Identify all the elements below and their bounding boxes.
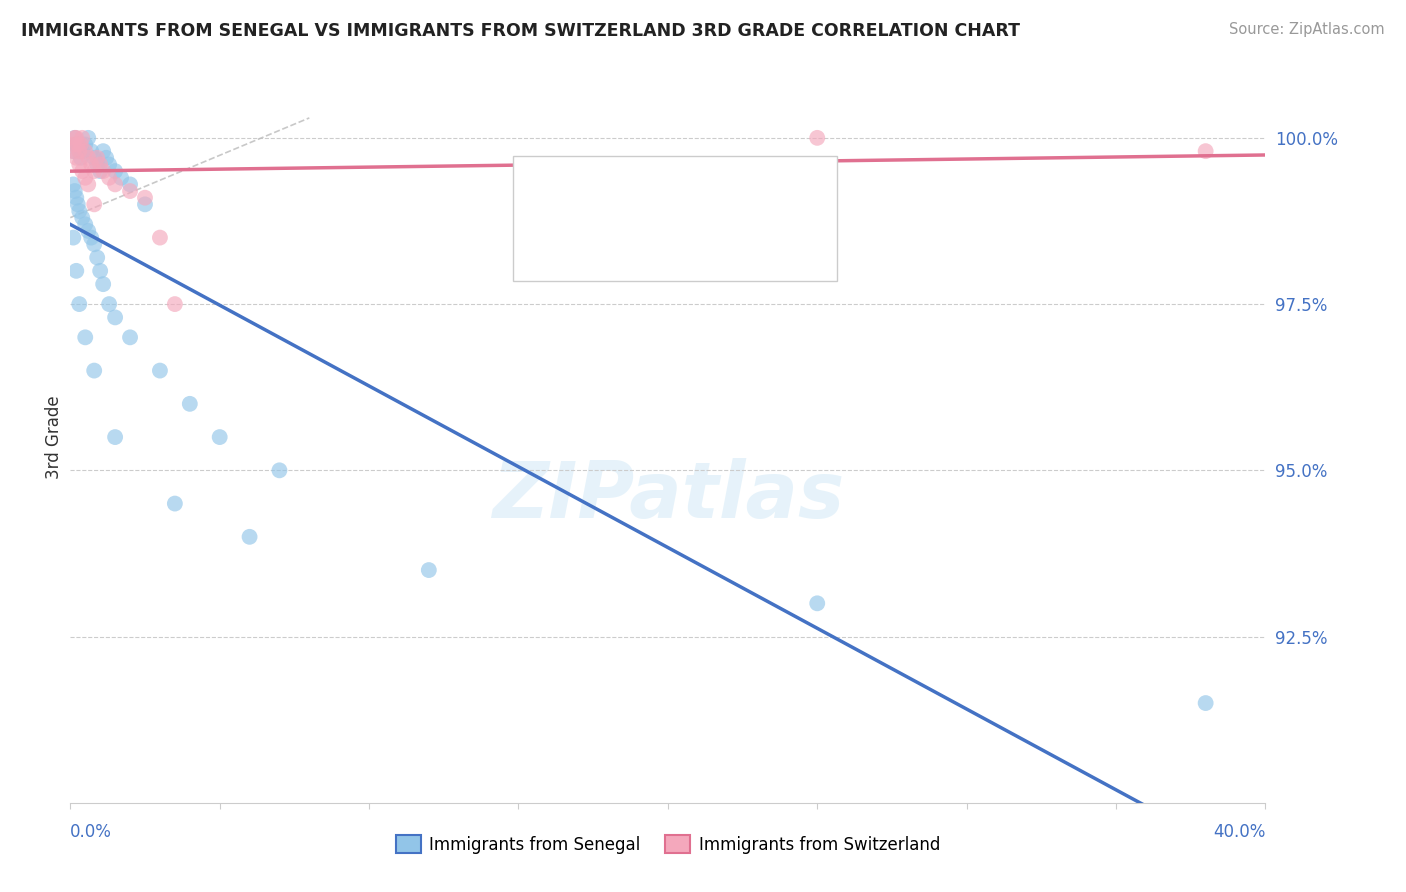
Point [163, 297, 186, 311]
Point [806, 131, 828, 145]
Point [86, 157, 108, 171]
Point [67, 157, 90, 171]
Point [104, 178, 127, 192]
Point [91, 164, 114, 178]
Point [75, 144, 97, 158]
Point [98, 297, 121, 311]
Point [83, 151, 105, 165]
Point [75, 137, 97, 152]
Point [104, 310, 127, 325]
Point [65, 131, 87, 145]
Text: ZIPatlas: ZIPatlas [492, 458, 844, 533]
Point [104, 164, 127, 178]
Point [89, 157, 111, 171]
Point [66, 137, 89, 152]
Point [163, 497, 186, 511]
Point [66, 197, 89, 211]
Point [89, 264, 111, 278]
Point [83, 164, 105, 178]
Point [62, 137, 84, 152]
Text: IMMIGRANTS FROM SENEGAL VS IMMIGRANTS FROM SWITZERLAND 3RD GRADE CORRELATION CHA: IMMIGRANTS FROM SENEGAL VS IMMIGRANTS FR… [21, 22, 1021, 40]
Point [75, 170, 97, 185]
Text: R = 0.248   N = 51: R = 0.248 N = 51 [565, 178, 735, 196]
Point [77, 131, 100, 145]
Point [91, 144, 114, 158]
Point [1195, 696, 1218, 710]
Text: Source: ZipAtlas.com: Source: ZipAtlas.com [1229, 22, 1385, 37]
Point [134, 197, 156, 211]
Point [62, 144, 84, 158]
Point [69, 137, 91, 152]
Point [83, 363, 105, 377]
Point [70, 211, 93, 225]
Point [77, 224, 100, 238]
Point [62, 178, 84, 192]
Point [65, 191, 87, 205]
Point [104, 430, 127, 444]
Point [98, 157, 121, 171]
Point [96, 151, 117, 165]
Point [86, 151, 108, 165]
Point [80, 144, 103, 158]
Text: 40.0%: 40.0% [1213, 822, 1265, 841]
Point [62, 144, 84, 158]
Point [208, 430, 231, 444]
Point [65, 137, 87, 152]
Point [70, 131, 93, 145]
Point [149, 230, 172, 244]
Text: R = 0.357   N = 29: R = 0.357 N = 29 [565, 221, 735, 239]
Point [80, 230, 103, 244]
Point [120, 330, 141, 344]
Point [63, 184, 86, 198]
Point [67, 144, 90, 158]
Point [62, 230, 84, 244]
Point [63, 131, 86, 145]
Point [806, 596, 828, 610]
Y-axis label: 3rd Grade: 3rd Grade [45, 395, 63, 479]
Point [83, 197, 105, 211]
Point [98, 170, 121, 185]
Point [69, 151, 91, 165]
Point [120, 178, 141, 192]
Point [269, 463, 291, 477]
Legend: Immigrants from Senegal, Immigrants from Switzerland: Immigrants from Senegal, Immigrants from… [389, 829, 946, 860]
Point [66, 137, 89, 152]
Point [239, 530, 262, 544]
Point [110, 170, 132, 185]
Point [67, 144, 90, 158]
Point [86, 251, 108, 265]
Point [149, 363, 172, 377]
Point [63, 131, 86, 145]
Point [77, 151, 100, 165]
Point [134, 191, 156, 205]
Point [1195, 144, 1218, 158]
Point [65, 151, 87, 165]
Point [75, 217, 97, 231]
Point [70, 164, 93, 178]
Point [120, 184, 141, 198]
Point [77, 178, 100, 192]
Point [75, 330, 97, 344]
Point [418, 563, 440, 577]
Point [67, 297, 90, 311]
Point [91, 277, 114, 292]
Point [179, 397, 201, 411]
Text: 0.0%: 0.0% [70, 822, 112, 841]
Point [89, 164, 111, 178]
Point [67, 204, 90, 219]
Point [80, 157, 103, 171]
Point [65, 264, 87, 278]
Point [83, 237, 105, 252]
Point [70, 144, 93, 158]
